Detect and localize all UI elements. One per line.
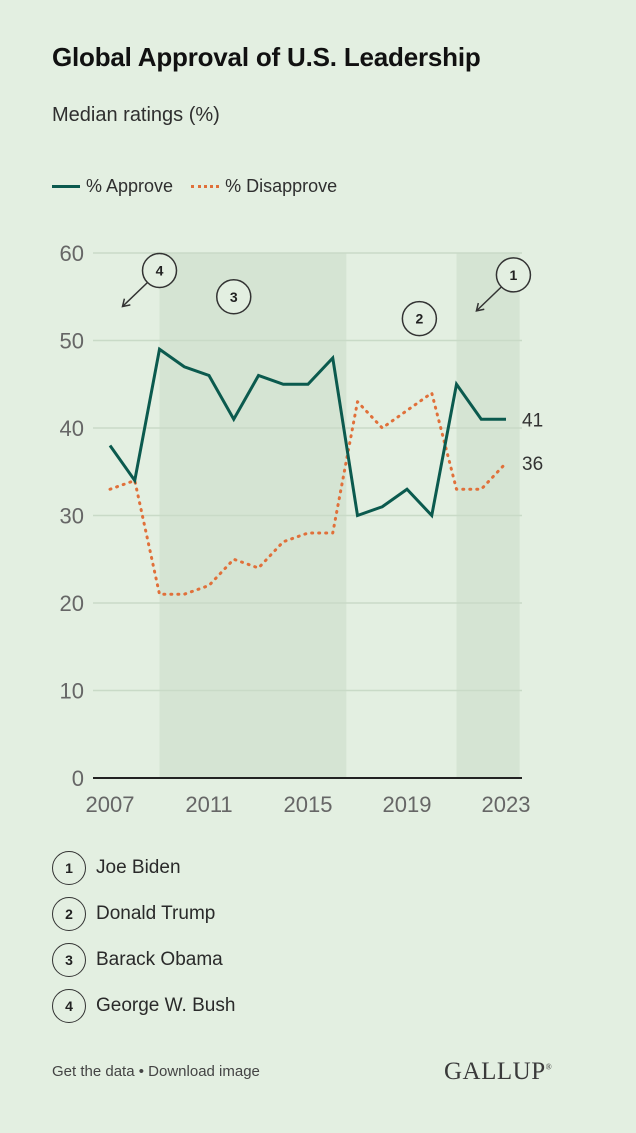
x-tick-label: 2015 [284,792,333,817]
period-marker-circle-3 [216,279,252,315]
key-item-biden: 1 Joe Biden [52,850,235,886]
y-tick-label: 40 [60,416,84,441]
period-marker-circle-1 [495,257,532,293]
y-tick-label: 60 [60,241,84,266]
trademark-mark: ® [545,1062,553,1072]
chart-subtitle: Median ratings (%) [52,104,220,126]
series-line-approve [108,346,506,519]
period-marker-circle-2 [401,300,438,337]
key-label: Barack Obama [96,949,223,970]
key-number-badge: 3 [52,943,86,977]
footer-separator: • [138,1063,144,1080]
get-data-link[interactable]: Get the data [52,1063,135,1080]
gallup-logo-text: GALLUP [444,1058,546,1085]
period-marker-circle-4 [141,252,178,289]
end-label-disapprove: 36 [522,454,543,475]
x-tick-label: 2011 [185,792,232,817]
x-tick-label: 2019 [383,792,432,817]
y-tick-label: 20 [60,591,84,616]
x-tick-label: 2023 [482,792,531,817]
period-marker-number-3: 3 [230,289,238,305]
y-tick-label: 0 [72,766,84,791]
bush-arrow-shaft [121,281,149,308]
legend-swatch-approve [52,185,80,188]
bush-arrow-head [121,298,131,308]
legend-item-disapprove: % Disapprove [191,176,337,197]
key-label: Joe Biden [96,857,181,878]
biden-arrow-shaft [475,286,502,312]
y-tick-label: 50 [60,329,84,354]
chart-title: Global Approval of U.S. Leadership [52,42,481,72]
key-item-obama: 3 Barack Obama [52,942,235,978]
end-label-approve: 41 [522,410,543,431]
legend-swatch-disapprove [191,185,220,188]
download-image-link[interactable]: Download image [148,1063,260,1080]
gallup-logo: GALLUP® [444,1058,552,1086]
y-tick-label: 30 [60,504,84,529]
x-tick-label: 2007 [86,792,135,817]
period-marker-number-2: 2 [415,311,423,327]
period-marker-number-4: 4 [156,263,164,279]
biden-arrow-head [475,302,485,312]
line-chart: 0 10 20 30 40 50 60 2007 2011 2015 2019 2023 41 36 4 3 2… [60,241,544,817]
key-item-trump: 2 Donald Trump [52,896,235,932]
key-label: George W. Bush [96,995,236,1016]
key-number-badge: 4 [52,989,86,1023]
legend-item-approve: % Approve [52,176,173,197]
legend-label-disapprove: % Disapprove [225,176,338,196]
key-number-badge: 2 [52,897,86,931]
period-marker-number-1: 1 [510,267,518,283]
key-item-bush: 4 George W. Bush [52,988,235,1024]
key-label: Donald Trump [96,903,216,924]
president-key: 1 Joe Biden 2 Donald Trump 3 Barack Obam… [52,850,235,1024]
key-number-badge: 1 [52,851,86,885]
footer: Get the data • Download image [52,1063,260,1080]
legend-label-approve: % Approve [86,176,174,196]
legend: % Approve % Disapprove [52,176,337,197]
y-tick-label: 10 [60,679,84,704]
